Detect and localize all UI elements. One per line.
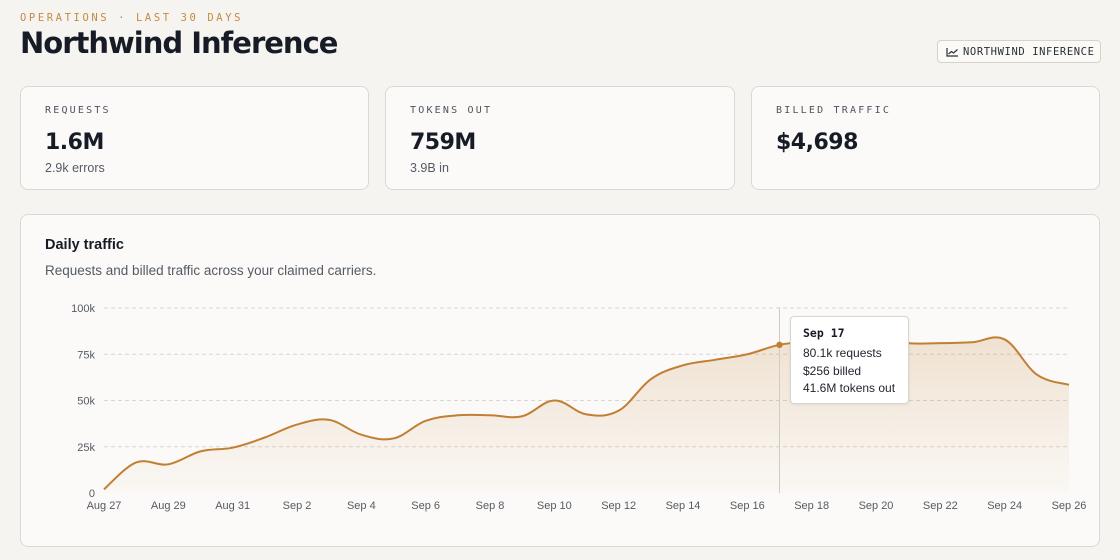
stat-card-requests: REQUESTS 1.6M 2.9k errors: [20, 86, 369, 190]
tooltip-date: Sep 17: [803, 326, 845, 340]
stat-label: REQUESTS: [45, 105, 111, 116]
x-tick-label: Aug 27: [87, 500, 122, 512]
tooltip-billed: $256 billed: [803, 363, 862, 378]
x-tick-label: Sep 26: [1052, 500, 1087, 512]
x-tick-label: Sep 2: [283, 500, 312, 512]
stat-value: 1.6M: [45, 130, 104, 155]
tenant-tag-label: NORTHWIND INFERENCE: [963, 45, 1095, 58]
panel-subtitle: Requests and billed traffic across your …: [45, 263, 377, 278]
x-tick-label: Sep 12: [601, 500, 636, 512]
y-tick-label: 75k: [77, 349, 95, 361]
tooltip-requests: 80.1k requests: [803, 346, 882, 360]
stat-card-billed-traffic: BILLED TRAFFIC $4,698: [751, 86, 1100, 190]
stat-sub: 3.9B in: [410, 161, 449, 175]
x-tick-label: Aug 29: [151, 500, 186, 512]
stat-value: $4,698: [776, 130, 858, 155]
stat-card-tokens-out: TOKENS OUT 759M 3.9B in: [385, 86, 735, 190]
traffic-chart[interactable]: 0 25k 50k 75k 100k Aug 27 Aug 29 Aug 31 Sep 2 Sep…: [21, 215, 1099, 546]
y-tick-label: 0: [89, 488, 95, 500]
stat-sub: 2.9k errors: [45, 161, 105, 175]
x-tick-label: Sep 16: [730, 500, 765, 512]
tenant-tag[interactable]: NORTHWIND INFERENCE: [937, 40, 1101, 63]
x-tick-label: Sep 6: [411, 500, 440, 512]
y-tick-label: 50k: [77, 396, 95, 408]
eyebrow: OPERATIONS · LAST 30 DAYS: [20, 12, 244, 24]
panel-title: Daily traffic: [45, 237, 124, 253]
y-tick-label: 100k: [71, 303, 95, 315]
x-tick-label: Sep 24: [987, 500, 1022, 512]
y-tick-label: 25k: [77, 442, 95, 454]
x-tick-label: Aug 31: [215, 500, 250, 512]
tooltip-tokens: 41.6M tokens out: [803, 381, 896, 395]
stat-label: TOKENS OUT: [410, 105, 493, 116]
x-tick-label: Sep 20: [859, 500, 894, 512]
daily-traffic-panel: Daily traffic Requests and billed traffi…: [20, 214, 1100, 547]
x-tick-label: Sep 4: [347, 500, 376, 512]
x-tick-label: Sep 14: [666, 500, 701, 512]
x-tick-label: Sep 18: [794, 500, 829, 512]
highlight-point: [776, 341, 783, 349]
stat-label: BILLED TRAFFIC: [776, 105, 892, 116]
x-tick-label: Sep 10: [537, 500, 572, 512]
chart-tooltip: Sep 17 80.1k requests $256 billed 41.6M …: [790, 316, 909, 404]
stat-value: 759M: [410, 130, 476, 155]
x-tick-label: Sep 8: [476, 500, 505, 512]
page-title: Northwind Inference: [20, 26, 338, 60]
chart-icon: [946, 46, 959, 57]
x-tick-label: Sep 22: [923, 500, 958, 512]
